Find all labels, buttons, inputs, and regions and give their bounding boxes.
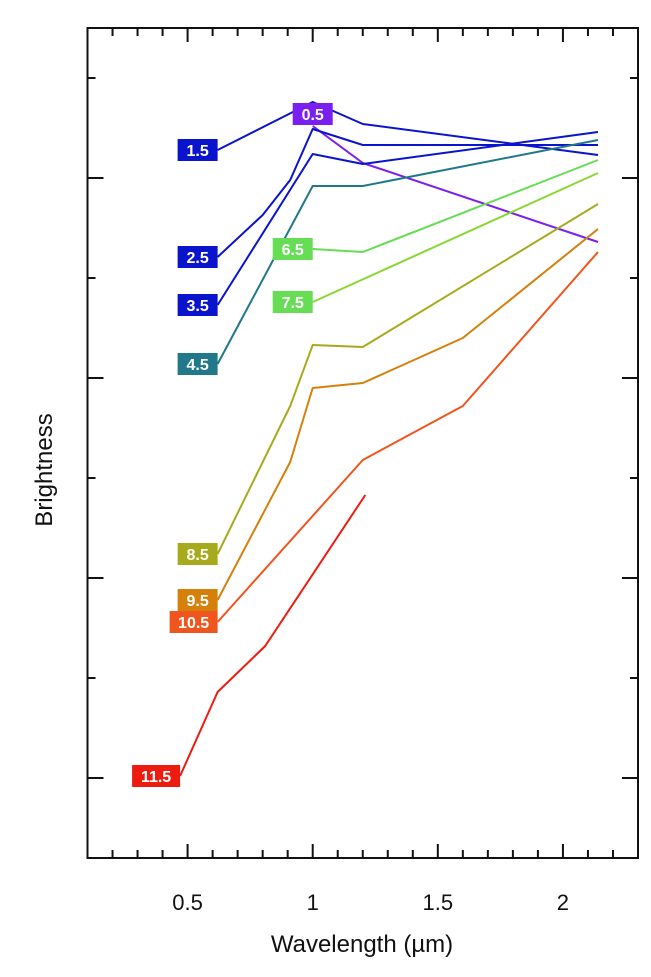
series-label-11-5: 11.5: [132, 765, 181, 787]
series-label-box: [169, 611, 218, 633]
series-lines: [179, 101, 599, 777]
x-axis-ticks: [111, 28, 614, 858]
series-label-7-5: 7.5: [272, 291, 313, 313]
series-label-1-5: 1.5: [177, 139, 218, 161]
series-label-2-5: 2.5: [177, 246, 218, 268]
series-label-box: [292, 103, 333, 125]
series-label-text: 1.5: [186, 143, 208, 160]
series-label-box: [177, 589, 218, 611]
series-label-box: [177, 294, 218, 316]
series-line-6-5: [312, 159, 599, 253]
series-label-text: 11.5: [141, 769, 171, 786]
x-axis-title: Wavelength (µm): [271, 931, 453, 958]
series-line-7-5: [312, 172, 599, 303]
series-line-1-5: [217, 101, 599, 156]
series-label-6-5: 6.5: [272, 238, 313, 260]
series-line-11-5: [179, 494, 367, 777]
series-label-text: 9.5: [186, 593, 208, 610]
x-tick-label: 1: [307, 890, 319, 915]
series-label-text: 8.5: [186, 547, 208, 564]
series-label-text: 2.5: [186, 250, 208, 267]
series-label-box: [177, 139, 218, 161]
series-label-box: [132, 765, 181, 787]
series-label-text: 3.5: [186, 298, 208, 315]
series-label-0-5: 0.5: [292, 103, 333, 125]
series-line-4-5: [216, 139, 599, 365]
series-label-text: 7.5: [282, 295, 304, 312]
series-line-10-5: [216, 251, 599, 623]
series-line-9-5: [216, 228, 599, 601]
series-label-3-5: 3.5: [177, 294, 218, 316]
series-line-3-5: [216, 131, 599, 306]
x-tick-label: 2: [557, 890, 569, 915]
series-label-text: 0.5: [302, 107, 324, 124]
series-label-box: [177, 543, 218, 565]
series-line-8-5: [216, 203, 599, 555]
series-label-9-5: 9.5: [177, 589, 218, 611]
x-tick-label: 1.5: [423, 890, 454, 915]
series-label-text: 6.5: [282, 242, 304, 259]
series-label-text: 10.5: [178, 615, 209, 632]
y-axis-ticks: [87, 77, 638, 779]
series-label-10-5: 10.5: [169, 611, 218, 633]
plot-border: [86, 27, 639, 859]
plot-frame: [86, 27, 639, 859]
series-line-2-5: [216, 128, 598, 258]
series-label-box: [272, 238, 313, 260]
series-label-text: 4.5: [186, 357, 208, 374]
series-label-box: [272, 291, 313, 313]
series-label-4-5: 4.5: [177, 353, 218, 375]
series-labels: 0.5 1.5 2.5 3.5 4.5 6.5 7.5 8.5 9.5 10.5 11.5: [132, 103, 333, 787]
series-label-box: [177, 353, 218, 375]
y-axis-title: Brightness: [31, 413, 58, 526]
series-label-8-5: 8.5: [177, 543, 218, 565]
x-tick-label: 0.5: [172, 890, 203, 915]
series-label-box: [177, 246, 218, 268]
x-axis-tick-labels: 0.5 1 1.5 2: [172, 890, 569, 915]
